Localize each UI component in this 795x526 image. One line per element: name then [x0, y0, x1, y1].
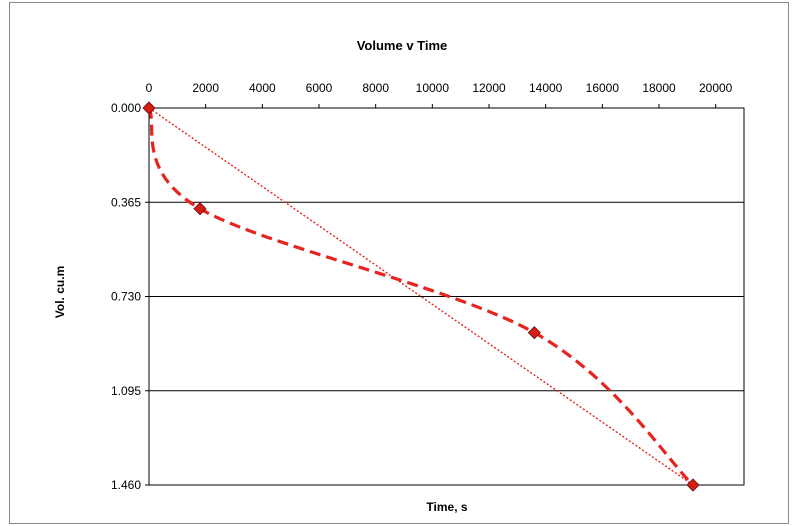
x-tick-label: 14000	[529, 81, 563, 95]
y-tick-label: 1.460	[111, 478, 141, 492]
x-tick-label: 0	[146, 81, 153, 95]
chart-title: Volume v Time	[357, 38, 448, 53]
x-tick-label: 20000	[699, 81, 733, 95]
data-point-marker-3	[686, 478, 700, 492]
y-tick-label: 0.730	[111, 290, 141, 304]
marker-layer	[142, 101, 700, 492]
x-tick-label: 8000	[362, 81, 389, 95]
x-tick-label: 18000	[642, 81, 676, 95]
x-tick-label: 12000	[472, 81, 506, 95]
y-tick-label: 1.095	[111, 384, 141, 398]
x-axis-label: Time, s	[426, 500, 467, 514]
series-layer	[147, 107, 695, 487]
y-tick-label: 0.365	[111, 195, 141, 209]
y-tick-label: 0.000	[111, 101, 141, 115]
data-point-marker-2	[527, 326, 541, 340]
data-point-marker-1	[193, 202, 207, 216]
axis-layer: 0.000 0.365 0.730 1.095 1.460 0 2000 4000 6000 80…	[111, 81, 745, 492]
x-tick-label: 4000	[249, 81, 276, 95]
x-tick-label: 2000	[192, 81, 219, 95]
data-point-marker-0	[142, 101, 156, 115]
chart-frame	[9, 2, 789, 524]
y-axis-label: Vol. cu.m	[53, 266, 67, 318]
series-line-curve	[147, 107, 695, 487]
x-tick-label: 16000	[586, 81, 620, 95]
x-tick-label: 10000	[416, 81, 450, 95]
x-tick-label: 6000	[306, 81, 333, 95]
